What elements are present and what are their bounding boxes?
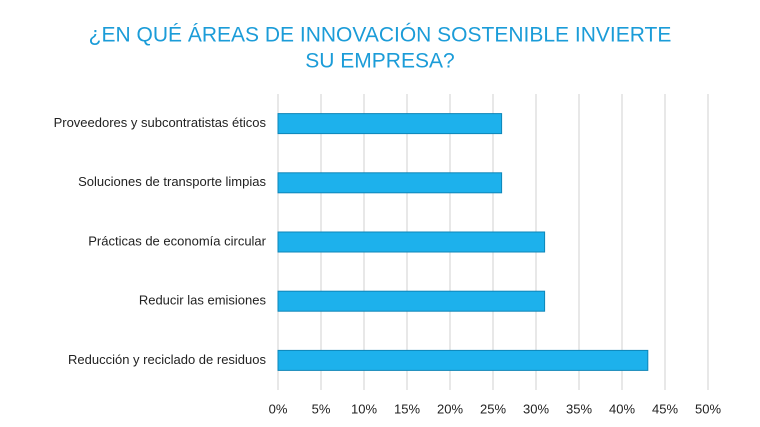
x-tick-label: 0%	[269, 401, 288, 416]
x-tick-label: 20%	[437, 401, 463, 416]
bar	[277, 290, 546, 312]
x-tick-label: 30%	[523, 401, 549, 416]
x-tick-label: 15%	[394, 401, 420, 416]
x-tick-label: 45%	[652, 401, 678, 416]
x-tick-label: 25%	[480, 401, 506, 416]
x-tick-label: 10%	[351, 401, 377, 416]
bar	[277, 231, 546, 253]
chart-title: SU EMPRESA?	[305, 50, 454, 73]
x-tick-label: 40%	[609, 401, 635, 416]
x-tick-label: 5%	[312, 401, 331, 416]
y-tick-label: Proveedores y subcontratistas éticos	[54, 115, 267, 130]
y-tick-label: Reducción y reciclado de residuos	[68, 352, 266, 367]
bar	[277, 349, 649, 371]
x-tick-label: 50%	[695, 401, 721, 416]
bar	[277, 113, 503, 135]
bar	[277, 172, 503, 194]
y-tick-label: Prácticas de economía circular	[88, 233, 266, 248]
y-tick-label: Soluciones de transporte limpias	[78, 174, 266, 189]
y-tick-label: Reducir las emisiones	[139, 293, 267, 308]
x-tick-label: 35%	[566, 401, 592, 416]
chart-title: ¿EN QUÉ ÁREAS DE INNOVACIÓN SOSTENIBLE I…	[89, 24, 672, 47]
